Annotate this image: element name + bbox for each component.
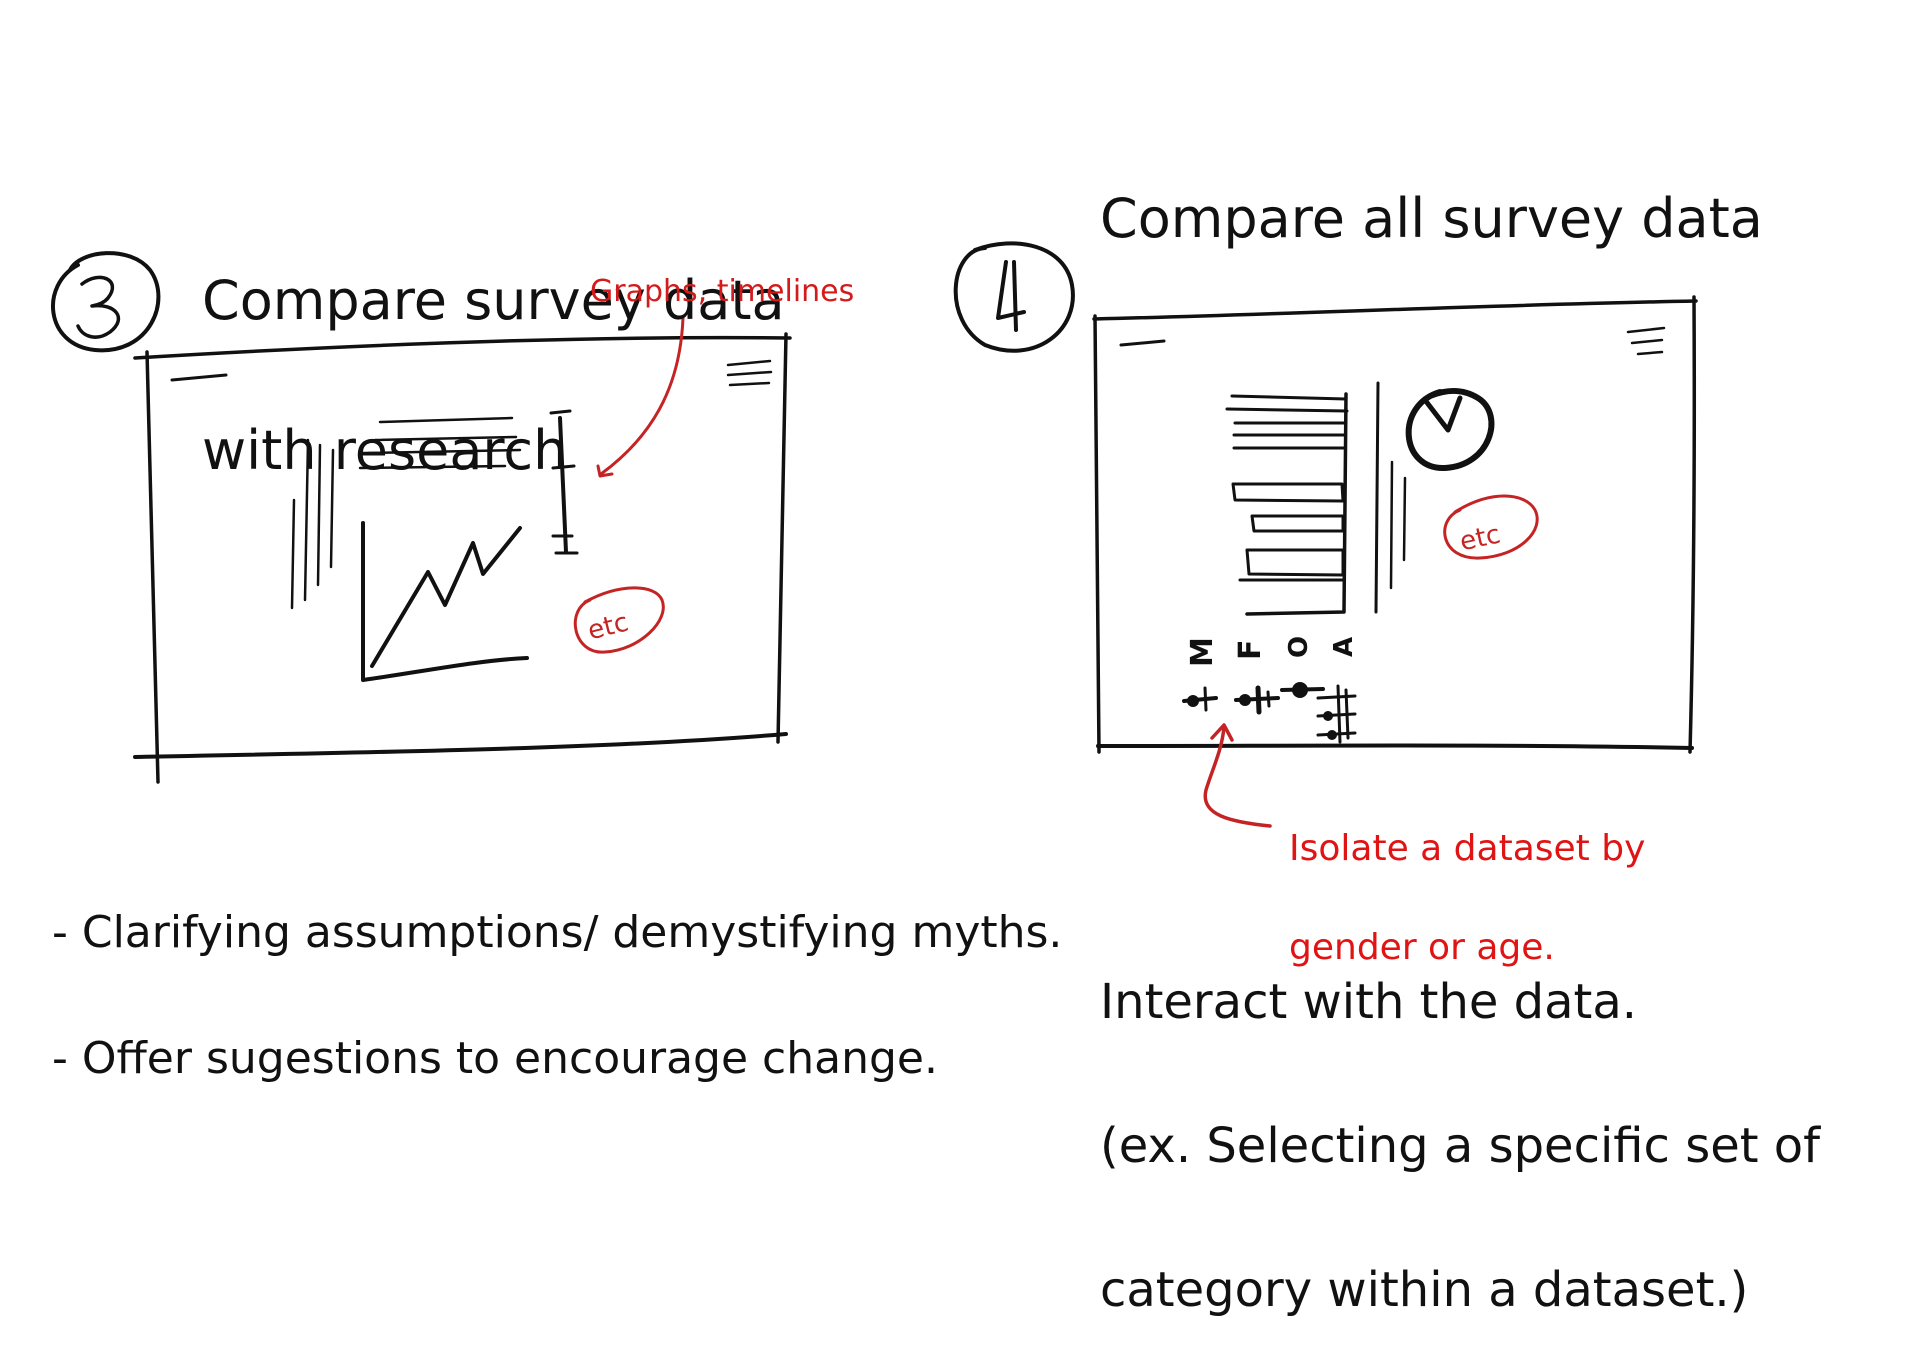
panel-3-bullet-list: - Clarifying assumptions/ demystifying m… — [52, 828, 1062, 1122]
filter-slider-a[interactable] — [1316, 684, 1357, 744]
filter-letter-m[interactable]: M — [1185, 637, 1220, 667]
panel-4-annotation-line-1: Isolate a dataset by — [1289, 828, 1646, 869]
filter-slider-o[interactable] — [1280, 682, 1325, 698]
panel-4-annotation-arrow — [1203, 725, 1272, 828]
panel-3-title: Compare survey data with research — [202, 176, 785, 526]
panel-4-title: Compare all survey data — [1100, 187, 1763, 250]
number-4-circle — [953, 241, 1075, 353]
panel-4-etc: etc — [1443, 494, 1539, 560]
panel-4-sketch: etc M F O A — [953, 241, 1698, 828]
panel-3-sidebar-lines — [290, 438, 335, 610]
filter-letter-a[interactable]: A — [1329, 637, 1359, 657]
panel-4-pie-chart — [1405, 388, 1495, 472]
number-3-circle — [51, 251, 161, 353]
panel-4-annotation-line-2: gender or age. — [1289, 927, 1555, 968]
panel-4-menu-icon — [1626, 326, 1666, 356]
panel-3-menu-icon — [726, 359, 773, 387]
panel-4-interact-line-1: Interact with the data. — [1100, 974, 1638, 1030]
panel-4-interact-line-2: (ex. Selecting a specific set of — [1100, 1118, 1821, 1174]
panel-4-filter-controls: M F O A — [1182, 636, 1359, 744]
panel-4-etc-label: etc — [1457, 520, 1503, 558]
filter-slider-f[interactable] — [1234, 685, 1280, 715]
panel-4-annotation: Isolate a dataset by gender or age. — [1289, 766, 1645, 997]
panel-4-interact-line-3: category within a dataset.) — [1100, 1262, 1749, 1318]
panel-3-etc-label: etc — [585, 607, 632, 646]
panel-4-bar-chart — [1225, 392, 1349, 616]
panel-3-line-chart — [361, 521, 529, 682]
panel-3-window-dash — [170, 373, 228, 382]
panel-3-bullet-2: - Offer sugestions to encourage change. — [52, 1033, 938, 1084]
panel-3-bullet-1: - Clarifying assumptions/ demystifying m… — [52, 907, 1063, 958]
panel-3-title-line-2: with research — [202, 419, 568, 482]
panel-4-divider-lines — [1374, 381, 1407, 614]
panel-3-etc: etc — [573, 586, 665, 654]
panel-4-window-dash — [1119, 339, 1166, 347]
panel-3-annotation: Graphs, timelines — [590, 274, 855, 309]
panel-3-timeline — [549, 409, 579, 555]
panel-4-interact-text: Interact with the data. (ex. Selecting a… — [1100, 882, 1820, 1362]
panel-3-sketch: etc — [51, 251, 792, 784]
number-3-glyph — [76, 275, 121, 339]
panel-3-annotation-arrow — [599, 316, 685, 476]
filter-letter-f[interactable]: F — [1233, 640, 1268, 661]
panel-4-window — [1092, 295, 1698, 754]
filter-slider-m[interactable] — [1182, 686, 1218, 712]
filter-letter-o[interactable]: O — [1284, 636, 1314, 658]
panel-3-window — [133, 332, 792, 784]
storyboard-sketch: etc — [51, 241, 1698, 828]
panel-3-heading-lines — [358, 416, 522, 470]
number-4-glyph — [996, 260, 1026, 332]
panel-3-title-line-1: Compare survey data — [202, 269, 785, 332]
